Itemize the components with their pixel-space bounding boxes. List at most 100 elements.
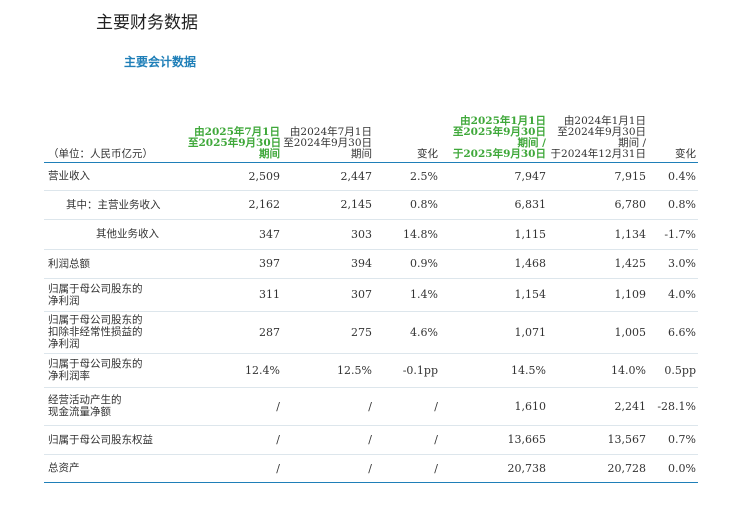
row-label-line: 净利润率 — [48, 370, 90, 382]
header-q3-2024-line: 至2024年9月30日 — [283, 136, 372, 149]
row-label-line: 其中：主营业务收入 — [66, 198, 161, 211]
cell-ytd-2025: 1,071 — [440, 311, 548, 354]
header-q3-2025-line: 期间 — [259, 147, 280, 160]
unit-label: （单位：人民币亿元） — [44, 98, 188, 163]
header-ytd-2024-line: 于2024年12月31日 — [550, 147, 646, 160]
row-label: 经营活动产生的 现金流量净额 — [44, 387, 188, 426]
cell-q3-2025: 2,162 — [188, 190, 282, 220]
header-ytd-2024-line: 期间 / — [618, 136, 646, 149]
cell-ytd-2024: 1,425 — [548, 249, 648, 279]
header-ytd-2024: 由2024年1月1日 至2024年9月30日 期间 / 于2024年12月31日 — [548, 98, 648, 163]
row-label-line: 归属于母公司股东的 — [48, 282, 143, 295]
table-header-row: （单位：人民币亿元） 由2025年7月1日 至2025年9月30日 期间 由20… — [44, 98, 698, 163]
row-label-line: 归属于母公司股东的 — [48, 358, 143, 370]
cell-ytd-change: 4.0% — [648, 278, 698, 312]
header-ytd-2025-line: 至2025年9月30日 — [452, 125, 546, 138]
cell-q3-2024: / — [282, 454, 374, 483]
cell-ytd-2025: 1,154 — [440, 278, 548, 312]
header-ytd-2024-line: 由2024年1月1日 — [563, 114, 646, 127]
cell-q3-change: / — [374, 387, 440, 426]
cell-ytd-change: 0.5pp — [648, 353, 698, 388]
header-q3-change: 变化 — [374, 98, 440, 163]
cell-q3-change: 0.9% — [374, 249, 440, 279]
table-row: 经营活动产生的 现金流量净额 / //1,610 2,241 -28.1% — [44, 387, 698, 426]
cell-ytd-2024: 1,134 — [548, 219, 648, 250]
cell-q3-change: 14.8% — [374, 219, 440, 250]
row-label-line: 其他业务收入 — [96, 228, 159, 240]
cell-ytd-change: 0.0% — [648, 454, 698, 483]
cell-ytd-2024: 14.0% — [548, 353, 648, 388]
page-title: 主要财务数据 — [96, 13, 198, 33]
cell-q3-2025: 347 — [188, 219, 282, 250]
cell-q3-2025: 311 — [188, 278, 282, 312]
cell-q3-2024: 275 — [282, 311, 374, 354]
section-title: 主要会计数据 — [124, 55, 197, 69]
cell-q3-2025: 287 — [188, 311, 282, 354]
header-q3-2024-line: 由2024年7月1日 — [289, 125, 372, 138]
cell-ytd-2025: 6,831 — [440, 190, 548, 220]
cell-q3-change: / — [374, 454, 440, 483]
table-row: 归属于母公司股东的 净利润 311 307 1.4% 1,154 1,109 4.0% — [44, 278, 698, 312]
cell-ytd-2024: 20,728 — [548, 454, 648, 483]
header-ytd-2025-line: 由2025年1月1日 — [460, 114, 546, 127]
header-ytd-2025: 由2025年1月1日 至2025年9月30日 期间 / 于2025年9月30日 — [440, 98, 548, 163]
cell-q3-2024: 303 — [282, 219, 374, 250]
row-label-line: 总资产 — [48, 462, 80, 474]
cell-q3-change: 1.4% — [374, 278, 440, 312]
cell-ytd-change: -28.1% — [648, 387, 698, 426]
row-label-line: 经营活动产生的 — [48, 394, 122, 406]
cell-q3-2025: 2,509 — [188, 162, 282, 191]
header-ytd-2024-line: 至2024年9月30日 — [557, 125, 646, 138]
row-label-line: 利润总额 — [48, 257, 90, 270]
header-q3-2025: 由2025年7月1日 至2025年9月30日 期间 — [188, 98, 282, 163]
table-row: 其中：主营业务收入 2,162 2,145 0.8% 6,831 6,780 0.8% — [44, 190, 698, 220]
row-label: 利润总额 — [44, 249, 188, 279]
row-label-line: 营业收入 — [48, 170, 90, 182]
cell-q3-change: -0.1pp — [374, 353, 440, 388]
cell-ytd-2025: 1,610 — [440, 387, 548, 426]
row-label: 归属于母公司股东权益 — [44, 425, 188, 455]
table-row: 总资产 / //20,738 20,728 0.0% — [44, 454, 698, 483]
header-ytd-2025-line: 期间 / — [517, 136, 547, 149]
table-row: 营业收入 2,509 2,447 2.5% 7,947 7,915 0.4% — [44, 162, 698, 191]
cell-q3-2025: 12.4% — [188, 353, 282, 388]
header-q3-2025-line: 由2025年7月1日 — [194, 125, 280, 138]
row-label-line: 扣除非经常性损益的 — [48, 326, 143, 338]
row-label-line: 归属于母公司股东的 — [48, 314, 143, 326]
header-q3-2024: 由2024年7月1日 至2024年9月30日 期间 — [282, 98, 374, 163]
cell-ytd-2025: 13,665 — [440, 425, 548, 455]
cell-ytd-2025: 1,115 — [440, 219, 548, 250]
table-row: 归属于母公司股东权益 / //13,665 13,567 0.7% — [44, 425, 698, 455]
cell-ytd-change: 0.7% — [648, 425, 698, 455]
cell-ytd-2024: 2,241 — [548, 387, 648, 426]
row-label: 营业收入 — [44, 162, 188, 191]
row-label: 归属于母公司股东的 净利润率 — [44, 353, 188, 388]
financial-data-table: （单位：人民币亿元） 由2025年7月1日 至2025年9月30日 期间 由20… — [44, 98, 698, 483]
cell-q3-2025: / — [188, 454, 282, 483]
cell-ytd-change: 0.4% — [648, 162, 698, 191]
cell-ytd-2025: 1,468 — [440, 249, 548, 279]
cell-q3-2025: 397 — [188, 249, 282, 279]
table-row: 归属于母公司股东的 扣除非经常性损益的 净利润 287 275 4.6% 1,071 1,00… — [44, 311, 698, 354]
cell-q3-2024: 2,447 — [282, 162, 374, 191]
cell-ytd-2025: 14.5% — [440, 353, 548, 388]
cell-q3-2024: 394 — [282, 249, 374, 279]
cell-ytd-change: 3.0% — [648, 249, 698, 279]
row-label: 其他业务收入 — [44, 219, 188, 250]
row-label-line: 归属于母公司股东权益 — [48, 433, 153, 446]
row-label: 总资产 — [44, 454, 188, 483]
cell-ytd-change: 6.6% — [648, 311, 698, 354]
cell-q3-2025: / — [188, 387, 282, 426]
row-label-line: 净利润 — [48, 294, 80, 307]
table-row: 利润总额 397 394 0.9% 1,468 1,425 3.0% — [44, 249, 698, 279]
cell-ytd-2024: 7,915 — [548, 162, 648, 191]
cell-q3-2024: 2,145 — [282, 190, 374, 220]
header-ytd-change: 变化 — [648, 98, 698, 163]
cell-q3-2024: 307 — [282, 278, 374, 312]
row-label-line: 现金流量净额 — [48, 406, 111, 418]
cell-ytd-2024: 6,780 — [548, 190, 648, 220]
row-label-line: 净利润 — [48, 338, 80, 350]
cell-ytd-2025: 20,738 — [440, 454, 548, 483]
cell-ytd-2024: 1,005 — [548, 311, 648, 354]
cell-q3-2024: / — [282, 387, 374, 426]
